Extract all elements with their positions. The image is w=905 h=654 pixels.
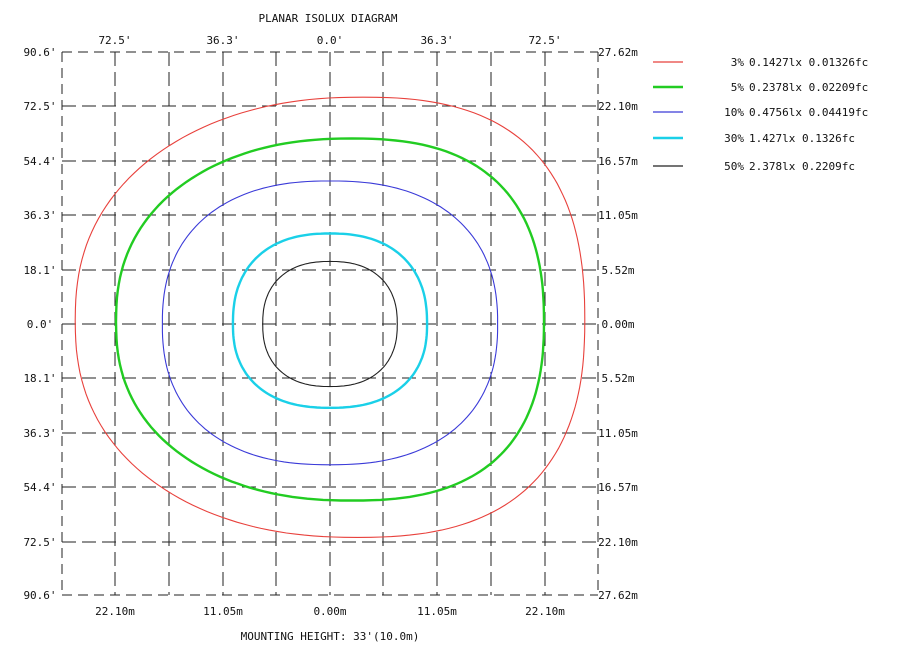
left-tick-label: 18.1' bbox=[23, 264, 56, 277]
top-tick-label: 36.3' bbox=[420, 34, 453, 47]
top-tick-label: 72.5' bbox=[98, 34, 131, 47]
right-tick-label: 11.05m bbox=[598, 427, 638, 440]
right-tick-label: 16.57m bbox=[598, 481, 638, 494]
left-tick-label: 54.4' bbox=[23, 481, 56, 494]
right-tick-label: 5.52m bbox=[601, 372, 634, 385]
x-axis-label: MOUNTING HEIGHT: 33'(10.0m) bbox=[241, 630, 420, 643]
right-tick-label: 16.57m bbox=[598, 155, 638, 168]
bottom-tick-label: 22.10m bbox=[95, 605, 135, 618]
top-tick-label: 36.3' bbox=[206, 34, 239, 47]
top-tick-labels: 72.5' 36.3' 0.0' 36.3' 72.5' bbox=[98, 34, 561, 47]
legend-percent: 5% bbox=[731, 81, 745, 94]
left-tick-label: 18.1' bbox=[23, 372, 56, 385]
left-tick-label: 54.4' bbox=[23, 155, 56, 168]
left-tick-label: 36.3' bbox=[23, 427, 56, 440]
left-tick-label: 0.0' bbox=[27, 318, 54, 331]
bottom-tick-label: 11.05m bbox=[417, 605, 457, 618]
left-tick-label: 72.5' bbox=[23, 536, 56, 549]
left-tick-label: 90.6' bbox=[23, 46, 56, 59]
top-tick-label: 0.0' bbox=[317, 34, 344, 47]
legend-lux: 0.1427lx 0.01326fc bbox=[749, 56, 868, 69]
top-tick-label: 72.5' bbox=[528, 34, 561, 47]
left-tick-label: 90.6' bbox=[23, 589, 56, 602]
bottom-tick-label: 22.10m bbox=[525, 605, 565, 618]
right-tick-label: 22.10m bbox=[598, 536, 638, 549]
legend-percent: 10% bbox=[724, 106, 744, 119]
left-tick-labels: 90.6' 72.5' 54.4' 36.3' 18.1' 0.0' 18.1' 36.3' 5… bbox=[23, 46, 56, 602]
legend-percent: 50% bbox=[724, 160, 744, 173]
left-tick-label: 72.5' bbox=[23, 100, 56, 113]
bottom-tick-labels: 22.10m 11.05m 0.00m 11.05m 22.10m bbox=[95, 605, 565, 618]
legend-lux: 0.2378lx 0.02209fc bbox=[749, 81, 868, 94]
contour-3pct bbox=[74, 96, 586, 538]
bottom-tick-label: 11.05m bbox=[203, 605, 243, 618]
left-tick-label: 36.3' bbox=[23, 209, 56, 222]
contour-50pct bbox=[262, 260, 398, 388]
bottom-tick-label: 0.00m bbox=[313, 605, 346, 618]
legend-lux: 0.4756lx 0.04419fc bbox=[749, 106, 868, 119]
grid-layer bbox=[61, 51, 599, 596]
legend: 3% 0.1427lx 0.01326fc 5% 0.2378lx 0.02209fc… bbox=[653, 56, 868, 173]
contour-5pct bbox=[114, 137, 546, 502]
right-tick-label: 22.10m bbox=[598, 100, 638, 113]
right-tick-label: 27.62m bbox=[598, 46, 638, 59]
contour-layer bbox=[74, 96, 586, 538]
right-tick-label: 5.52m bbox=[601, 264, 634, 277]
contour-10pct bbox=[161, 180, 499, 466]
legend-percent: 3% bbox=[731, 56, 745, 69]
legend-lux: 1.427lx 0.1326fc bbox=[749, 132, 855, 145]
contour-30pct bbox=[231, 232, 429, 409]
right-tick-label: 0.00m bbox=[601, 318, 634, 331]
right-tick-label: 11.05m bbox=[598, 209, 638, 222]
chart-title: PLANAR ISOLUX DIAGRAM bbox=[258, 12, 397, 25]
right-tick-labels: 27.62m 22.10m 16.57m 11.05m 5.52m 0.00m 5.52m 1… bbox=[598, 46, 638, 602]
legend-percent: 30% bbox=[724, 132, 744, 145]
right-tick-label: 27.62m bbox=[598, 589, 638, 602]
legend-lux: 2.378lx 0.2209fc bbox=[749, 160, 855, 173]
